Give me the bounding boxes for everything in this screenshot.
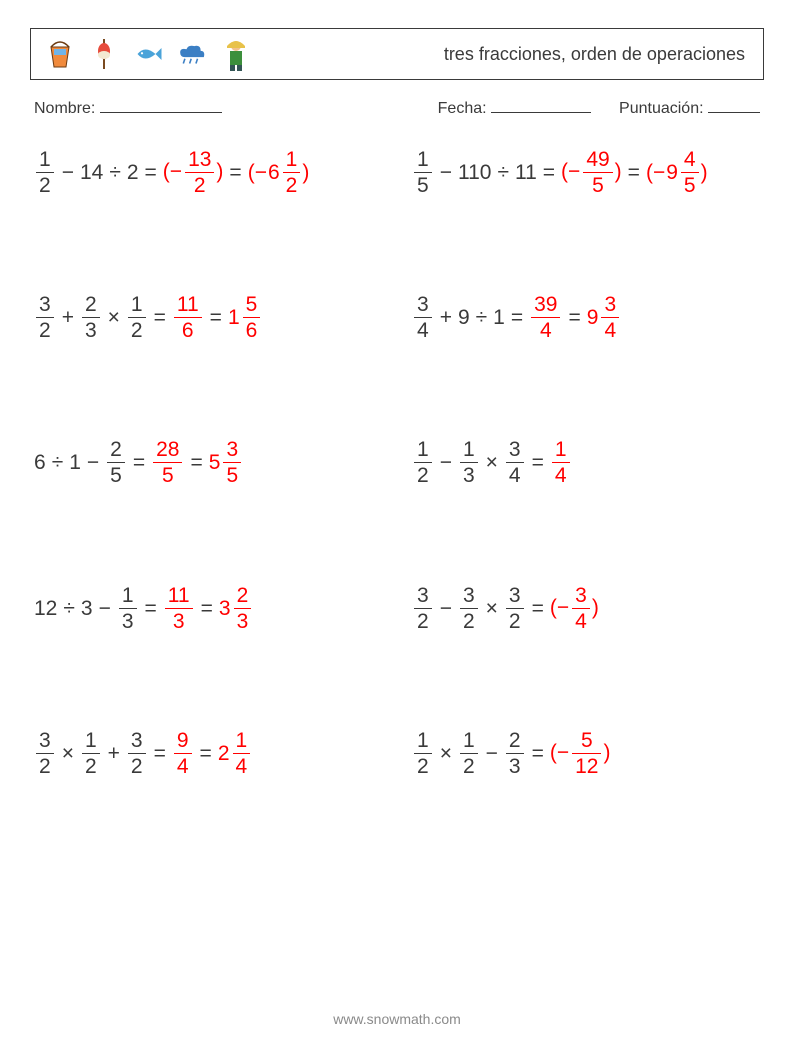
problem-10: 12×12−23=(−512) [412,729,760,778]
problem-7: 12÷3−13=113=323 [34,584,382,633]
meta-row: Nombre: Fecha: Puntuación: [34,98,760,118]
problem-3: 32+23×12=116=156 [34,293,382,342]
cloud-icon [177,37,207,71]
name-label: Nombre: [34,100,95,117]
bucket-icon [45,37,75,71]
fish-icon [133,37,163,71]
float-icon [89,37,119,71]
header-icons [45,37,251,71]
name-underline [100,98,222,113]
worksheet-title: tres fracciones, orden de operaciones [444,44,745,65]
problem-5: 6÷1−25=285=535 [34,438,382,487]
date-label: Fecha: [438,100,487,117]
score-label: Puntuación: [619,100,704,117]
problems-grid: 12−14÷2=(−132)=(−612) 15−110÷11=(−495)=(−… [30,148,764,778]
problem-9: 32×12+32=94=214 [34,729,382,778]
problem-8: 32−32×32=(−34) [412,584,760,633]
fisherman-icon [221,37,251,71]
problem-2: 15−110÷11=(−495)=(−945) [412,148,760,197]
name-field: Nombre: [34,98,222,118]
date-underline [491,98,591,113]
footer-url: www.snowmath.com [0,1011,794,1027]
problem-4: 34+9÷1=394=934 [412,293,760,342]
problem-6: 12−13×34=14 [412,438,760,487]
problem-1: 12−14÷2=(−132)=(−612) [34,148,382,197]
score-field: Puntuación: [619,98,760,118]
date-field: Fecha: [438,98,591,118]
header-box: tres fracciones, orden de operaciones [30,28,764,80]
score-underline [708,98,760,113]
